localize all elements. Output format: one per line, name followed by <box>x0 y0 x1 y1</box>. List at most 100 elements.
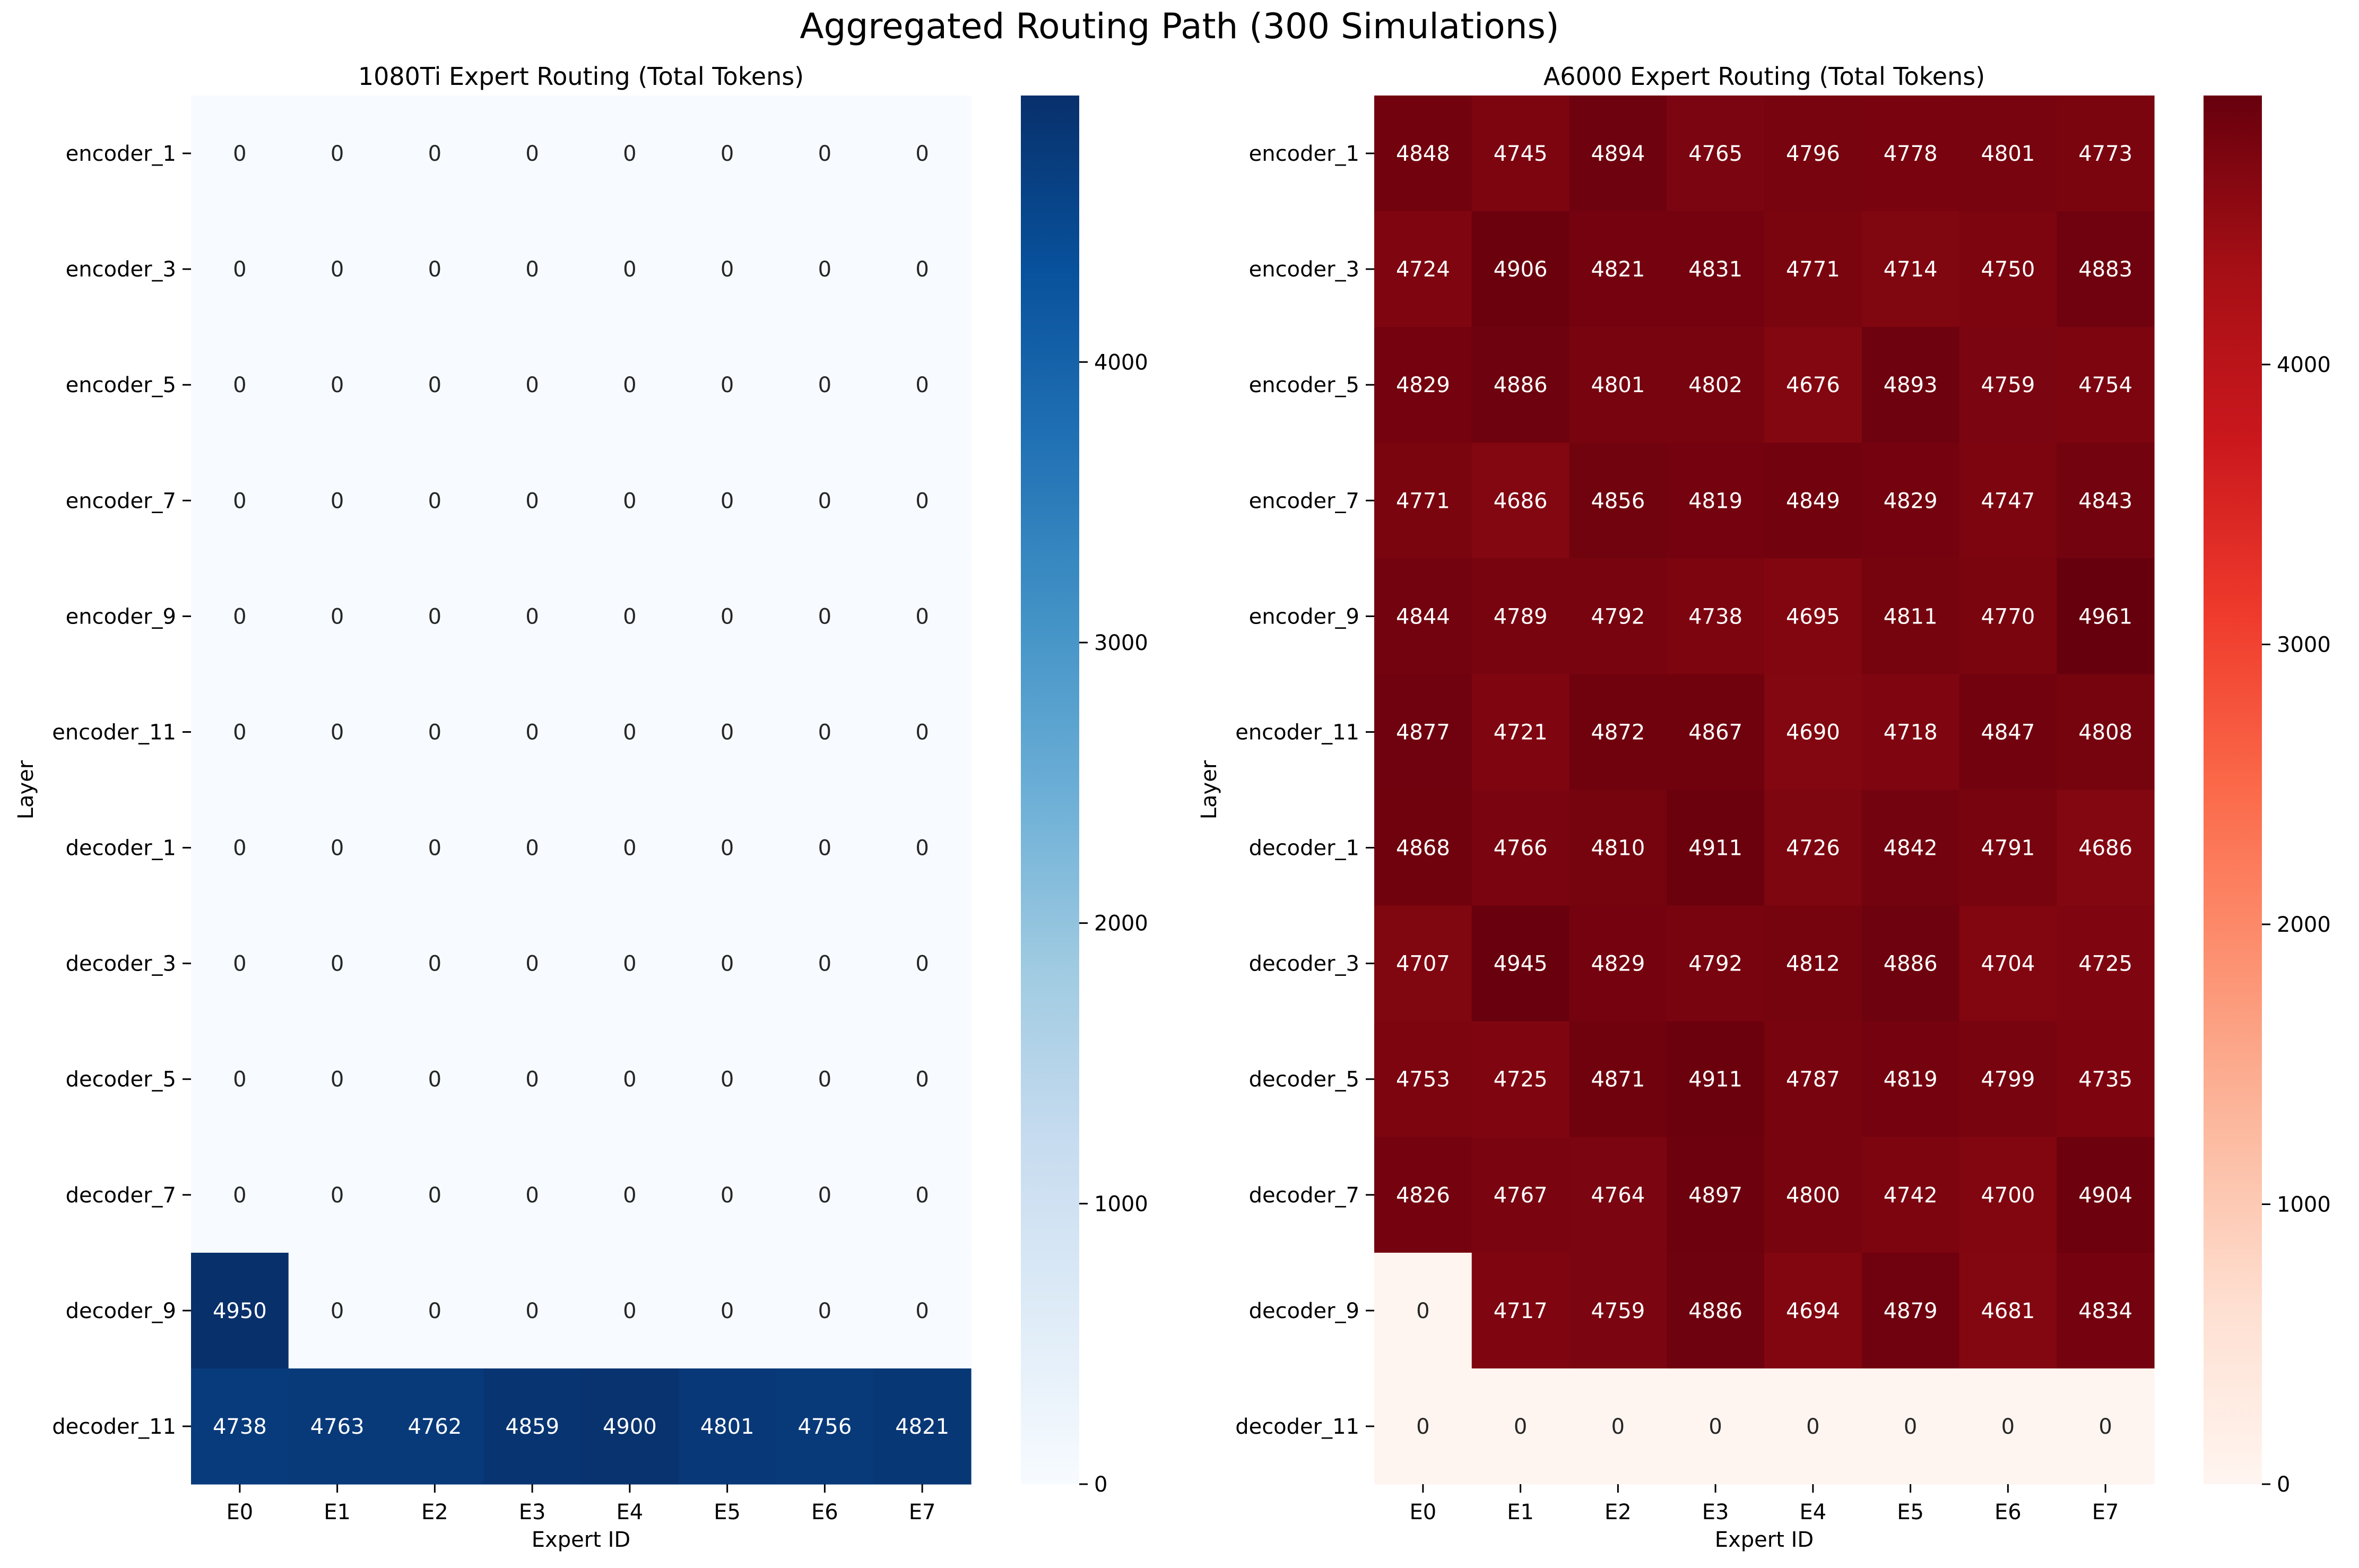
y-tick-label: encoder_7 <box>1249 489 1359 513</box>
heatmap-cell <box>678 1137 777 1253</box>
cell-value-label: 4738 <box>213 1415 267 1439</box>
cell-value-label: 4945 <box>1494 952 1548 976</box>
cell-value-label: 4704 <box>1981 952 2035 976</box>
cell-value-label: 4791 <box>1981 836 2035 861</box>
cell-value-label: 4856 <box>1591 489 1645 513</box>
heatmap-cell <box>1471 1368 1570 1485</box>
heatmap-cell <box>1374 211 1472 327</box>
heatmap-cell <box>678 443 777 559</box>
heatmap-cell <box>1667 1252 1765 1369</box>
heatmap-cell <box>1959 211 2057 327</box>
heatmap-cell <box>1861 1368 1960 1485</box>
heatmap-cell <box>386 790 484 906</box>
heatmap-cell <box>483 211 582 327</box>
heatmap-cell <box>776 211 874 327</box>
heatmap-cell <box>873 1252 972 1369</box>
heatmap-cell <box>873 1368 972 1485</box>
cell-value-label: 0 <box>623 373 636 397</box>
heatmap-cell <box>386 674 484 791</box>
cell-value-label: 0 <box>721 1183 734 1208</box>
heatmap-cell <box>678 905 777 1022</box>
cell-value-label: 0 <box>818 720 831 744</box>
cell-value-label: 4695 <box>1786 604 1840 629</box>
cell-value-label: 0 <box>233 720 246 744</box>
cell-value-label: 4808 <box>2078 720 2132 744</box>
cell-value-label: 0 <box>331 489 344 513</box>
heatmap-cell <box>1471 1252 1570 1369</box>
heatmap-cell <box>386 1252 484 1369</box>
cell-value-label: 0 <box>428 257 441 282</box>
colorbar-tick-label: 3000 <box>2277 633 2331 657</box>
cell-value-label: 4725 <box>2078 952 2132 976</box>
y-tick-label: decoder_11 <box>52 1415 176 1439</box>
colorbar-tick-label: 1000 <box>2277 1192 2331 1217</box>
heatmap-cell <box>581 327 679 443</box>
heatmap-cell <box>1861 1021 1960 1138</box>
cell-value-label: 0 <box>1514 1415 1527 1439</box>
cell-value-label: 0 <box>1904 1415 1917 1439</box>
y-tick-label: decoder_1 <box>1249 836 1359 861</box>
heatmap-cell <box>288 905 387 1022</box>
heatmap-cell <box>1569 1137 1667 1253</box>
cell-value-label: 0 <box>525 952 539 976</box>
heatmap-cell <box>581 1137 679 1253</box>
heatmap-cell <box>581 211 679 327</box>
heatmap-cell <box>288 211 387 327</box>
heatmap-cell <box>1569 1021 1667 1138</box>
x-tick-label: E0 <box>1410 1500 1437 1524</box>
cell-value-label: 0 <box>525 489 539 513</box>
cell-value-label: 4766 <box>1494 836 1548 861</box>
heatmap-cell <box>873 905 972 1022</box>
x-tick-label: E2 <box>1605 1500 1632 1524</box>
heatmap-panel-1: 1080Ti Expert Routing (Total Tokens) 0 0 0 0… <box>14 62 1148 1552</box>
heatmap-cell <box>1471 327 1570 443</box>
cell-value-label: 4686 <box>1494 489 1548 513</box>
x-axis-label: Expert ID <box>532 1528 630 1552</box>
heatmap-cell <box>678 674 777 791</box>
heatmap-cell <box>1861 327 1960 443</box>
cell-value-label: 4792 <box>1688 952 1742 976</box>
heatmap-cell <box>581 1368 679 1485</box>
x-tick-label: E5 <box>714 1500 741 1524</box>
cell-value-label: 0 <box>428 1299 441 1323</box>
cell-value-label: 0 <box>623 836 636 861</box>
x-tick-label: E6 <box>811 1500 838 1524</box>
cell-value-label: 0 <box>525 720 539 744</box>
cell-value-label: 0 <box>623 1068 636 1092</box>
cell-value-label: 4810 <box>1591 836 1645 861</box>
heatmap-cell <box>1764 1252 1862 1369</box>
cell-value-label: 0 <box>623 1183 636 1208</box>
cell-value-label: 0 <box>721 836 734 861</box>
cell-value-label: 4879 <box>1884 1299 1938 1323</box>
cell-value-label: 0 <box>233 604 246 629</box>
cell-value-label: 4753 <box>1396 1068 1450 1092</box>
x-tick-label: E1 <box>324 1500 351 1524</box>
heatmap-cell <box>1471 443 1570 559</box>
y-tick-label: encoder_9 <box>66 604 176 629</box>
heatmap-cell <box>873 790 972 906</box>
cell-value-label: 4726 <box>1786 836 1840 861</box>
heatmap-cell <box>1471 558 1570 675</box>
heatmap-cell <box>191 211 289 327</box>
cell-value-label: 0 <box>233 836 246 861</box>
panel-title: A6000 Expert Routing (Total Tokens) <box>1543 62 1985 91</box>
heatmap-cell <box>1764 443 1862 559</box>
cell-value-label: 4812 <box>1786 952 1840 976</box>
heatmap-cell <box>1764 905 1862 1022</box>
heatmap-cell <box>776 96 874 212</box>
cell-value-label: 4700 <box>1981 1183 2035 1208</box>
heatmap-cell <box>1374 443 1472 559</box>
heatmap-cell <box>873 1021 972 1138</box>
y-tick-label: encoder_11 <box>1235 720 1359 744</box>
x-axis-label: Expert ID <box>1715 1528 1814 1552</box>
cell-value-label: 4681 <box>1981 1299 2035 1323</box>
heatmap-cell <box>1667 674 1765 791</box>
y-tick-label: decoder_9 <box>66 1299 176 1323</box>
cell-value-label: 0 <box>233 1183 246 1208</box>
cell-value-label: 4771 <box>1396 489 1450 513</box>
heatmap-cell <box>678 211 777 327</box>
cell-value-label: 0 <box>915 1299 929 1323</box>
cell-value-label: 4721 <box>1494 720 1548 744</box>
heatmap-cell <box>1569 790 1667 906</box>
